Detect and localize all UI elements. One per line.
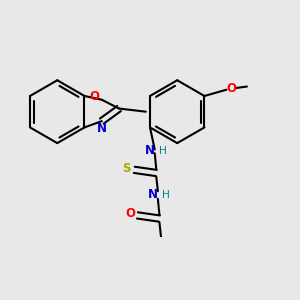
Text: H: H [162, 190, 170, 200]
Text: O: O [90, 90, 100, 103]
Text: S: S [122, 162, 131, 175]
Text: N: N [148, 188, 158, 202]
Text: N: N [145, 145, 155, 158]
Text: O: O [226, 82, 236, 94]
Text: H: H [159, 146, 167, 156]
Text: O: O [125, 207, 136, 220]
Text: N: N [97, 122, 107, 134]
